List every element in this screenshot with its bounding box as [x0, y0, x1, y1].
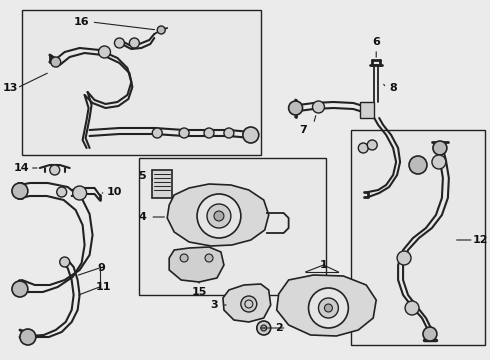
Bar	[22, 10, 261, 155]
Circle shape	[73, 186, 87, 200]
Circle shape	[289, 101, 302, 115]
Circle shape	[324, 304, 332, 312]
Text: 2: 2	[275, 323, 283, 333]
Polygon shape	[169, 247, 224, 282]
Text: 12: 12	[473, 235, 489, 245]
Circle shape	[157, 26, 165, 34]
Circle shape	[405, 301, 419, 315]
Circle shape	[12, 183, 28, 199]
Circle shape	[51, 57, 61, 67]
Circle shape	[313, 101, 324, 113]
Circle shape	[433, 141, 447, 155]
Circle shape	[243, 127, 259, 143]
Circle shape	[367, 140, 377, 150]
Circle shape	[224, 128, 234, 138]
Text: 1: 1	[319, 260, 327, 270]
Polygon shape	[167, 184, 269, 246]
Circle shape	[20, 329, 36, 345]
Text: 3: 3	[210, 300, 218, 310]
Circle shape	[432, 155, 446, 169]
Bar	[139, 158, 326, 295]
Circle shape	[129, 38, 139, 48]
Circle shape	[57, 187, 67, 197]
Circle shape	[98, 46, 110, 58]
Circle shape	[12, 281, 28, 297]
Polygon shape	[223, 284, 270, 322]
Text: 15: 15	[192, 287, 207, 297]
Text: 4: 4	[138, 212, 146, 222]
Circle shape	[257, 321, 270, 335]
Bar	[360, 102, 374, 118]
Circle shape	[214, 211, 224, 221]
Text: 5: 5	[139, 171, 146, 181]
Circle shape	[204, 128, 214, 138]
Circle shape	[358, 143, 368, 153]
Text: 14: 14	[14, 163, 30, 173]
Circle shape	[318, 298, 339, 318]
Circle shape	[60, 257, 70, 267]
Bar	[152, 170, 172, 198]
Circle shape	[409, 156, 427, 174]
Text: 16: 16	[74, 17, 89, 27]
Circle shape	[205, 254, 213, 262]
Circle shape	[309, 288, 348, 328]
Circle shape	[152, 128, 162, 138]
Text: 7: 7	[300, 125, 307, 135]
Polygon shape	[277, 275, 376, 336]
Text: 8: 8	[389, 83, 397, 93]
Text: 9: 9	[98, 263, 105, 273]
Text: 6: 6	[372, 37, 380, 47]
Circle shape	[261, 325, 267, 331]
Circle shape	[50, 165, 60, 175]
Circle shape	[397, 251, 411, 265]
Circle shape	[241, 296, 257, 312]
Circle shape	[207, 204, 231, 228]
Text: 13: 13	[2, 83, 18, 93]
Circle shape	[197, 194, 241, 238]
Text: 11: 11	[96, 282, 111, 292]
Circle shape	[423, 327, 437, 341]
Circle shape	[179, 128, 189, 138]
Circle shape	[180, 254, 188, 262]
Bar	[351, 130, 485, 345]
Circle shape	[244, 128, 254, 138]
Text: 10: 10	[107, 187, 122, 197]
Circle shape	[115, 38, 124, 48]
